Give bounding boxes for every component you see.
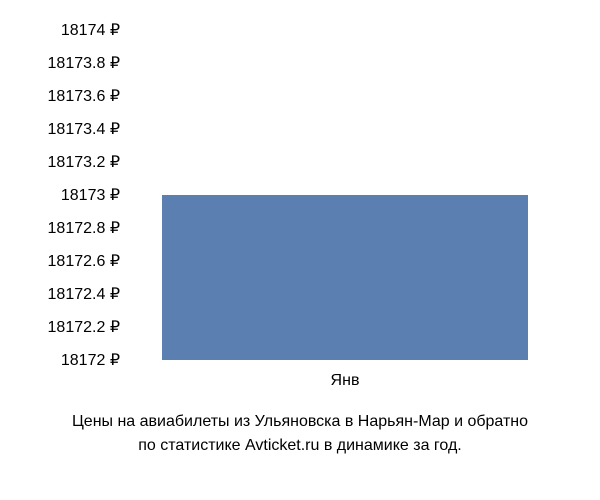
y-tick-label: 18172.2 ₽ <box>48 317 120 337</box>
y-tick-label: 18172.4 ₽ <box>48 284 120 304</box>
bar <box>162 195 528 360</box>
y-tick-label: 18173.8 ₽ <box>48 53 120 73</box>
y-axis: 18174 ₽18173.8 ₽18173.6 ₽18173.4 ₽18173.… <box>0 30 125 360</box>
caption-line-1: Цены на авиабилеты из Ульяновска в Нарья… <box>20 410 580 434</box>
caption-line-2: по статистике Avticket.ru в динамике за … <box>20 434 580 458</box>
y-tick-label: 18172.8 ₽ <box>48 218 120 238</box>
y-tick-label: 18173.4 ₽ <box>48 119 120 139</box>
chart-caption: Цены на авиабилеты из Ульяновска в Нарья… <box>0 410 600 458</box>
y-tick-label: 18173 ₽ <box>61 185 120 205</box>
x-axis: Янв <box>130 360 560 390</box>
y-tick-label: 18172 ₽ <box>61 350 120 370</box>
plot-area <box>130 30 560 360</box>
y-tick-label: 18172.6 ₽ <box>48 251 120 271</box>
price-chart: 18174 ₽ 18173.8 ₽ 18173.6 ₽ 18173.4 ₽ 18173.… <box>0 0 600 500</box>
y-tick-label: 18173.6 ₽ <box>48 86 120 106</box>
y-tick-label: 18174 ₽ <box>61 20 120 40</box>
x-tick-label: Янв <box>331 372 360 390</box>
y-tick-label: 18173.2 ₽ <box>48 152 120 172</box>
